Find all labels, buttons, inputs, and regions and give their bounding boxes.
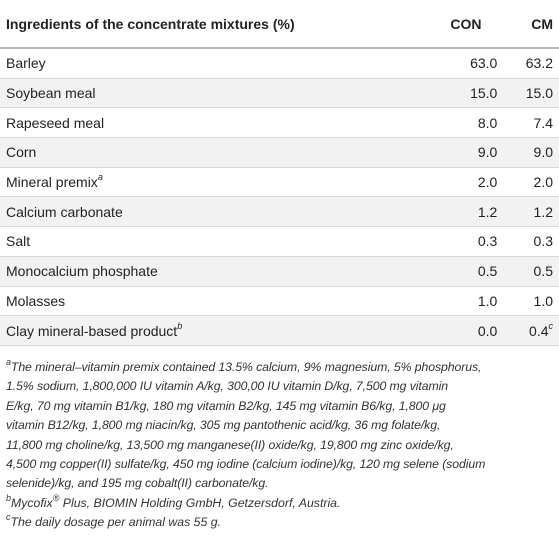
ingredient-name: Molasses [0, 286, 451, 317]
footnote-a-line: selenide)/kg, and 195 mg cobalt(II) carb… [6, 474, 554, 493]
ingredient-label: Mineral premix [6, 174, 98, 191]
header-row: Ingredients of the concentrate mixtures … [0, 0, 559, 49]
con-value: 0.3 [450, 226, 508, 257]
ingredient-name: Corn [0, 137, 451, 168]
footnote-b-text: Plus, BIOMIN Holding GmbH, Getzersdorf, … [59, 495, 341, 510]
cm-value: 9.0 [533, 144, 553, 161]
ingredient-label: Soybean meal [6, 85, 96, 102]
cm-value: 0.5 [533, 263, 553, 280]
table-row: Salt 0.3 0.3 [0, 226, 559, 257]
footnote-a-line: 4,500 mg copper(II) sulfate/kg, 450 mg i… [6, 455, 554, 474]
footnote-marker: c [548, 320, 554, 331]
cm-value: 1.0 [533, 292, 553, 309]
ingredient-label: Clay mineral-based product [6, 322, 178, 339]
ingredient-name: Soybean meal [0, 78, 451, 109]
ingredient-label: Barley [6, 55, 46, 72]
ingredient-name: Mineral premixa [0, 167, 451, 198]
cm-value: 0.4 [529, 322, 549, 339]
ingredient-name: Rapeseed meal [0, 107, 451, 139]
header-cm: CM [507, 0, 559, 49]
table-row: Soybean meal 15.0 15.0 [0, 78, 559, 109]
footnote-a-line: aThe mineral–vitamin premix contained 13… [6, 356, 554, 377]
header-ingredients: Ingredients of the concentrate mixtures … [0, 0, 451, 49]
table-body: Barley 63.0 63.2 Soybean meal 15.0 15.0 Rapese… [0, 48, 559, 346]
cm-value-cell: 63.2 [507, 48, 559, 79]
footnote-a-text: 4,500 mg copper(II) sulfate/kg, 450 mg i… [6, 457, 486, 472]
footnote-a-text: vitamin B12/kg, 1,800 mg niacin/kg, 305 … [6, 418, 441, 433]
con-value: 1.0 [450, 286, 508, 317]
cm-value-cell: 2.0 [507, 167, 559, 198]
cm-value: 0.3 [533, 233, 553, 250]
ingredient-label: Calcium carbonate [6, 203, 123, 220]
ingredient-label: Rapeseed meal [6, 114, 105, 131]
cm-value-cell: 1.0 [507, 286, 559, 317]
footnote-b-marker: b [6, 492, 12, 503]
cm-value-cell: 7.4 [507, 107, 559, 139]
ingredients-table: Ingredients of the concentrate mixtures … [0, 0, 559, 346]
cm-value-cell: 1.2 [507, 196, 559, 228]
footnote-a-text: The mineral–vitamin premix contained 13.… [10, 360, 482, 374]
table-row: Calcium carbonate 1.2 1.2 [0, 196, 559, 228]
con-value: 63.0 [450, 48, 508, 79]
footnote-c-marker: c [6, 512, 11, 523]
table-row: Corn 9.0 9.0 [0, 137, 559, 168]
ingredient-name: Barley [0, 48, 451, 79]
ingredient-label: Corn [6, 144, 37, 161]
con-value: 0.5 [450, 256, 508, 287]
cm-value: 63.2 [525, 55, 553, 72]
cm-value-cell: 0.5 [507, 256, 559, 287]
cm-value: 15.0 [525, 85, 553, 102]
footnote-a-line: E/kg, 70 mg vitamin B1/kg, 180 mg vitami… [6, 397, 554, 416]
ingredient-name: Clay mineral-based productb [0, 315, 451, 346]
con-value: 8.0 [450, 107, 508, 139]
ingredient-name: Calcium carbonate [0, 196, 451, 228]
ingredient-name: Monocalcium phosphate [0, 256, 451, 287]
cm-value: 2.0 [533, 174, 553, 191]
cm-value: 1.2 [533, 203, 553, 220]
footnote-a-line: 11,800 mg choline/kg, 13,500 mg manganes… [6, 436, 554, 455]
con-value: 2.0 [450, 167, 508, 198]
product-name: Mycofix [11, 495, 53, 510]
footnote-a-line: 1.5% sodium, 1,800,000 IU vitamin A/kg, … [6, 377, 554, 396]
table-header: Ingredients of the concentrate mixtures … [0, 0, 559, 49]
registered-mark: ® [52, 492, 60, 503]
con-value: 9.0 [450, 137, 508, 168]
table-row: Clay mineral-based productb 0.0 0.4c [0, 315, 559, 346]
footnotes: aThe mineral–vitamin premix contained 13… [6, 356, 554, 533]
footnote-c: cThe daily dosage per animal was 55 g. [6, 513, 554, 532]
cm-value-cell: 9.0 [507, 137, 559, 168]
table-row: Rapeseed meal 8.0 7.4 [0, 107, 559, 139]
cm-value-cell: 15.0 [507, 78, 559, 109]
footnote-a-text: E/kg, 70 mg vitamin B1/kg, 180 mg vitami… [6, 398, 446, 413]
cm-value-cell: 0.4c [507, 315, 559, 346]
ingredient-name: Salt [0, 226, 451, 257]
footnote-c-text: The daily dosage per animal was 55 g. [10, 515, 222, 530]
table-row: Mineral premixa 2.0 2.0 [0, 167, 559, 198]
header-con: CON [450, 0, 508, 49]
con-value: 15.0 [450, 78, 508, 109]
ingredient-label: Monocalcium phosphate [6, 263, 158, 280]
footnote-marker: a [97, 172, 103, 183]
footnote-a: aThe mineral–vitamin premix contained 13… [6, 356, 554, 494]
con-value: 1.2 [450, 196, 508, 228]
footnote-a-text: selenide)/kg, and 195 mg cobalt(II) carb… [6, 476, 269, 491]
ingredient-label: Salt [6, 233, 31, 250]
footnote-a-text: 11,800 mg choline/kg, 13,500 mg manganes… [6, 437, 454, 452]
ingredient-label: Molasses [6, 292, 66, 309]
table-row: Monocalcium phosphate 0.5 0.5 [0, 256, 559, 287]
cm-value: 7.4 [533, 114, 553, 131]
footnote-b: bMycofix® Plus, BIOMIN Holding GmbH, Get… [6, 492, 554, 513]
footnote-marker: b [177, 320, 183, 331]
footnote-a-text: 1.5% sodium, 1,800,000 IU vitamin A/kg, … [6, 379, 448, 394]
con-value: 0.0 [450, 315, 508, 346]
cm-value-cell: 0.3 [507, 226, 559, 257]
table-row: Barley 63.0 63.2 [0, 48, 559, 79]
table-row: Molasses 1.0 1.0 [0, 286, 559, 317]
footnote-a-line: vitamin B12/kg, 1,800 mg niacin/kg, 305 … [6, 416, 554, 435]
footnote-a-marker: a [6, 356, 11, 367]
